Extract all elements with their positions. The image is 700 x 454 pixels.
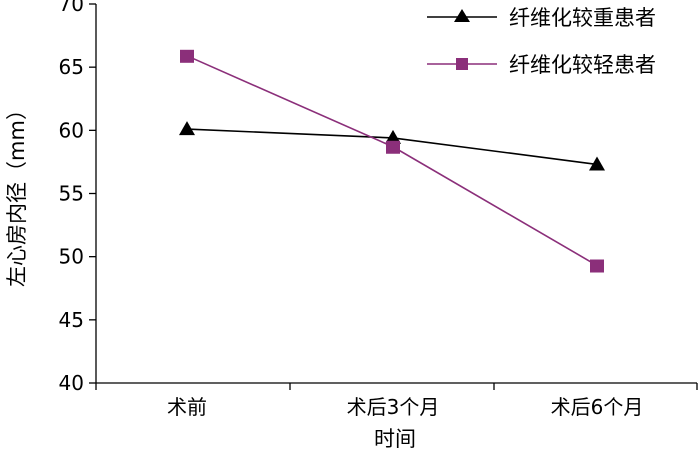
x-tick-label: 术前 — [167, 395, 207, 419]
y-tick-label: 55 — [59, 182, 84, 206]
x-tick-label: 术后3个月 — [347, 395, 440, 419]
y-ticks: 40 45 50 55 60 65 70 — [59, 0, 96, 395]
y-axis-title: 左心房内径（mm） — [5, 99, 29, 287]
legend-marker-square-icon — [456, 58, 468, 70]
legend-item-light: 纤维化较轻患者 — [427, 53, 656, 77]
legend-item-heavy: 纤维化较重患者 — [427, 6, 656, 30]
y-tick-label: 45 — [59, 308, 84, 332]
legend-label-heavy: 纤维化较重患者 — [509, 6, 656, 30]
y-tick-label: 70 — [59, 0, 84, 16]
data-point-triangle — [589, 156, 605, 171]
x-ticks: 术前 术后3个月 术后6个月 — [95, 383, 698, 419]
data-point-square — [590, 259, 604, 273]
data-point-triangle — [179, 121, 195, 136]
data-point-square — [386, 140, 400, 154]
y-tick-label: 60 — [59, 118, 84, 142]
y-tick-label: 50 — [59, 245, 84, 269]
data-point-square — [180, 49, 194, 63]
series-line-light — [186, 55, 598, 267]
legend-marker-triangle-icon — [454, 9, 470, 22]
x-axis-title: 时间 — [374, 427, 416, 451]
series-group — [179, 49, 605, 273]
y-tick-label: 40 — [59, 371, 84, 395]
y-tick-label: 65 — [59, 55, 84, 79]
data-point-triangle — [385, 129, 401, 144]
legend-label-light: 纤维化较轻患者 — [509, 53, 656, 77]
legend: 纤维化较重患者 纤维化较轻患者 — [427, 6, 656, 77]
x-tick-label: 术后6个月 — [551, 395, 644, 419]
